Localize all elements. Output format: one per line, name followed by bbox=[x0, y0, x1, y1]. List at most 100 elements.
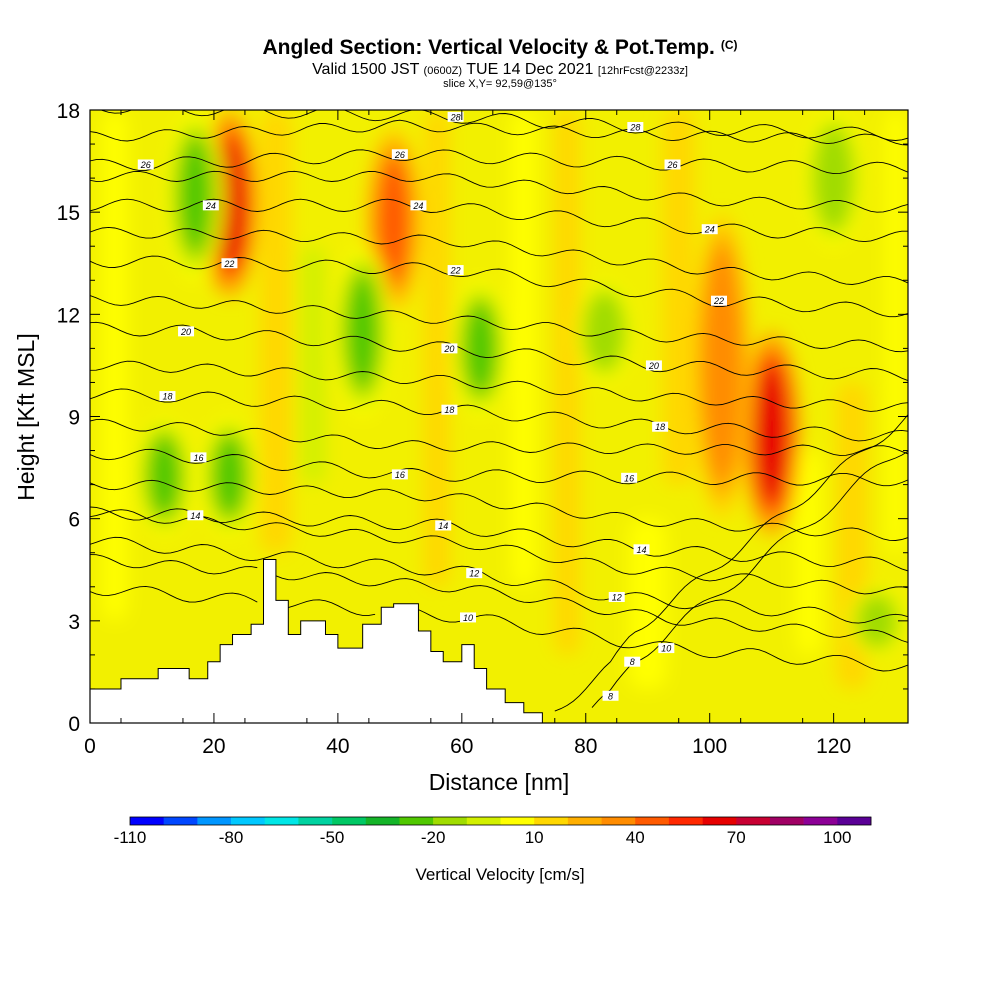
y-tick-label: 9 bbox=[68, 407, 80, 430]
theta-label-bg bbox=[701, 224, 718, 235]
downdraft-core bbox=[180, 138, 211, 252]
x-tick-label: 40 bbox=[326, 735, 349, 758]
theta-label-text: 12 bbox=[612, 592, 622, 602]
theta-label-text: 8 bbox=[608, 691, 613, 701]
downdraft-core bbox=[589, 297, 620, 366]
theta-label-text: 20 bbox=[443, 344, 454, 354]
theta-label-text: 16 bbox=[193, 453, 203, 463]
colorbar-swatch bbox=[500, 817, 535, 825]
downdraft-core bbox=[818, 132, 849, 224]
terrain-mask bbox=[89, 559, 543, 724]
theta-label: 8 bbox=[624, 656, 641, 667]
colorbar-tick-label: -80 bbox=[219, 828, 244, 847]
theta-label: 20 bbox=[441, 343, 458, 354]
theta-label-text: 14 bbox=[637, 545, 647, 555]
theta-label: 26 bbox=[664, 159, 681, 170]
downdraft-core bbox=[861, 598, 893, 644]
theta-label-bg bbox=[221, 258, 238, 269]
theta-label-bg bbox=[652, 421, 669, 432]
theta-label-text: 16 bbox=[395, 470, 405, 480]
theta-label-text: 14 bbox=[190, 511, 200, 521]
theta-label-text: 14 bbox=[438, 521, 448, 531]
theta-contour-line bbox=[90, 509, 908, 595]
colorbar-swatch bbox=[163, 817, 198, 825]
y-tick-label: 3 bbox=[68, 611, 80, 634]
colorbar-swatch bbox=[567, 817, 602, 825]
theta-label: 24 bbox=[410, 200, 427, 211]
y-tick-label: 6 bbox=[68, 509, 80, 532]
theta-label-bg bbox=[645, 360, 662, 371]
theta-label-bg bbox=[447, 265, 464, 276]
y-tick-label: 18 bbox=[57, 100, 80, 123]
theta-label-bg bbox=[202, 200, 219, 211]
theta-label: 18 bbox=[159, 391, 176, 402]
theta-label-text: 24 bbox=[412, 201, 423, 211]
downdraft-core bbox=[347, 274, 378, 388]
theta-label: 26 bbox=[137, 159, 154, 170]
colorbar-swatch bbox=[668, 817, 703, 825]
theta-label-bg bbox=[187, 510, 204, 521]
theta-label-bg bbox=[410, 200, 427, 211]
theta-label: 12 bbox=[466, 568, 483, 579]
theta-label: 28 bbox=[447, 111, 464, 122]
theta-label: 22 bbox=[710, 295, 727, 306]
theta-label: 8 bbox=[602, 690, 619, 701]
theta-label-bg bbox=[391, 149, 408, 160]
theta-label-text: 26 bbox=[140, 160, 151, 170]
x-axis: 0 20 40 60 80 100 120 bbox=[84, 110, 866, 758]
colorbar-tick-label: 100 bbox=[823, 828, 851, 847]
theta-label-text: 20 bbox=[180, 327, 191, 337]
theta-contour-line bbox=[90, 149, 908, 175]
chart-title: Angled Section: Vertical Velocity & Pot.… bbox=[0, 36, 1000, 60]
valid-time-line: Valid 1500 JST (0600Z) TUE 14 Dec 2021 [… bbox=[0, 61, 1000, 79]
theta-label-text: 12 bbox=[469, 569, 479, 579]
theta-contour-line bbox=[90, 295, 908, 353]
x-tick-label: 0 bbox=[84, 735, 96, 758]
colorbar-swatch bbox=[399, 817, 434, 825]
theta-contour-line bbox=[90, 170, 908, 213]
theta-contour-line bbox=[90, 226, 908, 285]
field-band bbox=[554, 110, 580, 655]
colorbar-tick-label: 10 bbox=[525, 828, 544, 847]
colorbar: -110 -80 -50 -20 10 40 70 100 bbox=[114, 816, 872, 847]
downdraft-core bbox=[149, 436, 180, 516]
chart-title-text: Angled Section: Vertical Velocity & Pot.… bbox=[262, 36, 715, 59]
theta-contour-line bbox=[90, 388, 908, 442]
theta-label: 20 bbox=[645, 360, 662, 371]
updraft-core bbox=[706, 263, 738, 467]
theta-label-bg bbox=[159, 391, 176, 402]
field-band bbox=[424, 110, 450, 587]
updraft-core bbox=[378, 158, 409, 283]
theta-label: 22 bbox=[447, 265, 464, 276]
theta-label-bg bbox=[608, 591, 625, 602]
theta-label: 18 bbox=[652, 421, 669, 432]
y-axis: 0 3 6 9 12 15 18 bbox=[57, 100, 908, 736]
colorbar-tick-label: -20 bbox=[421, 828, 446, 847]
theta-contour-line bbox=[90, 506, 908, 572]
theta-contours bbox=[90, 110, 908, 712]
x-tick-label: 100 bbox=[692, 735, 727, 758]
field-band bbox=[796, 450, 822, 655]
y-tick-label: 12 bbox=[57, 304, 80, 327]
colorbar-frame bbox=[129, 816, 872, 826]
theta-label: 16 bbox=[391, 469, 408, 480]
theta-label: 28 bbox=[627, 122, 644, 133]
valid-date: TUE 14 Dec 2021 bbox=[466, 61, 594, 78]
theta-label-bg bbox=[621, 472, 638, 483]
colorbar-swatch bbox=[298, 817, 333, 825]
colorbar-swatch bbox=[736, 817, 771, 825]
theta-label-text: 28 bbox=[629, 123, 640, 133]
colorbar-swatch bbox=[197, 817, 232, 825]
theta-label-text: 10 bbox=[661, 644, 671, 654]
x-tick-label: 20 bbox=[202, 735, 225, 758]
theta-contour-line bbox=[90, 585, 908, 672]
theta-label-bg bbox=[602, 690, 619, 701]
theta-contour-line bbox=[90, 479, 908, 541]
x-tick-label: 60 bbox=[450, 735, 473, 758]
colorbar-tick-label: 40 bbox=[626, 828, 645, 847]
theta-label: 10 bbox=[658, 643, 675, 654]
theta-contour-line bbox=[90, 536, 908, 624]
colorbar-tick-label: -110 bbox=[114, 828, 147, 847]
theta-label: 16 bbox=[190, 452, 207, 463]
